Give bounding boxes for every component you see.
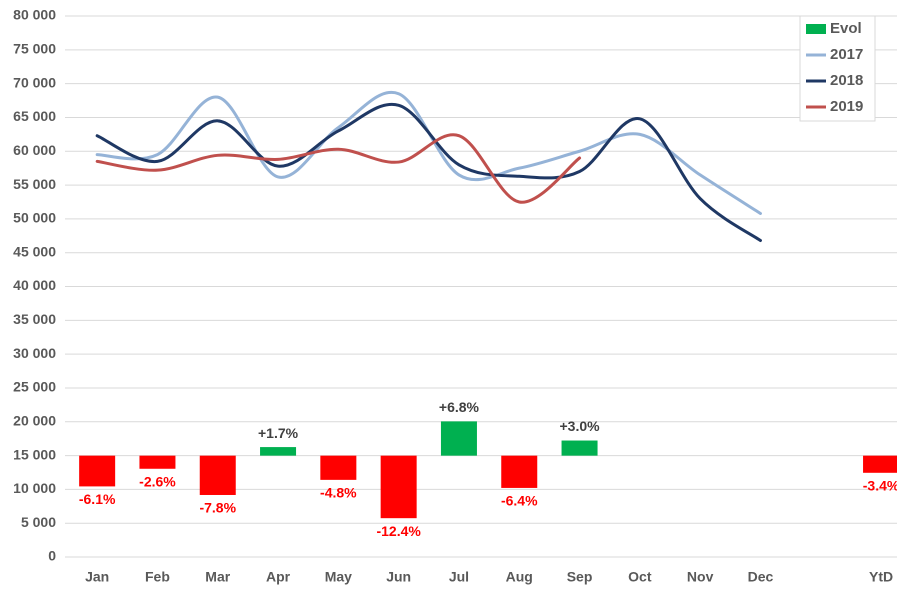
bar — [561, 440, 598, 456]
y-tick-label: 55 000 — [13, 176, 56, 192]
legend-label: Evol — [830, 20, 862, 37]
bar — [501, 455, 538, 488]
data-label: +6.8% — [439, 399, 480, 415]
data-label: -12.4% — [376, 523, 421, 539]
bar — [440, 421, 477, 456]
y-tick-label: 70 000 — [13, 74, 56, 90]
y-tick-label: 30 000 — [13, 345, 56, 361]
x-tick-label: Apr — [266, 569, 291, 585]
x-tick-label: Feb — [145, 569, 170, 585]
x-tick-label: Oct — [628, 569, 652, 585]
x-tick-label: Sep — [567, 569, 593, 585]
line — [95, 90, 762, 215]
data-label: -7.8% — [199, 500, 236, 516]
data-label: -3.4% — [863, 478, 897, 494]
y-tick-label: 45 000 — [13, 243, 56, 259]
data-label: -4.8% — [320, 485, 357, 501]
legend-swatch — [806, 24, 826, 34]
y-tick-label: 50 000 — [13, 210, 56, 226]
y-tick-label: 25 000 — [13, 379, 56, 395]
line — [95, 133, 582, 204]
y-tick-label: 0 — [48, 548, 56, 564]
data-label: -6.4% — [501, 493, 538, 509]
x-tick-label: Dec — [748, 569, 774, 585]
y-tick-label: 65 000 — [13, 108, 56, 124]
y-tick-label: 60 000 — [13, 142, 56, 158]
bar — [199, 455, 236, 495]
x-tick-label: Jun — [386, 569, 411, 585]
x-tick-label: Nov — [687, 569, 714, 585]
y-tick-label: 75 000 — [13, 41, 56, 57]
y-tick-label: 35 000 — [13, 311, 56, 327]
data-label: +3.0% — [560, 418, 601, 434]
bar — [380, 455, 417, 519]
legend-label: 2017 — [830, 46, 863, 63]
x-tick-label: Aug — [506, 569, 533, 585]
bar — [139, 455, 176, 469]
bar — [260, 447, 297, 456]
y-tick-label: 15 000 — [13, 446, 56, 462]
legend-label: 2019 — [830, 98, 863, 115]
y-tick-label: 20 000 — [13, 412, 56, 428]
line — [95, 102, 762, 243]
y-tick-label: 80 000 — [13, 7, 56, 23]
x-tick-label: May — [325, 569, 352, 585]
y-tick-label: 5 000 — [21, 514, 56, 530]
bar — [863, 455, 897, 473]
x-tick-label: Mar — [205, 569, 230, 585]
x-tick-label: Jul — [449, 569, 469, 585]
data-label: -6.1% — [79, 491, 116, 507]
y-tick-label: 10 000 — [13, 480, 56, 496]
legend-label: 2018 — [830, 72, 863, 89]
bar — [79, 455, 116, 487]
bar — [320, 455, 357, 480]
x-tick-label: YtD — [869, 569, 893, 585]
data-label: -2.6% — [139, 473, 176, 489]
y-tick-label: 40 000 — [13, 277, 56, 293]
x-tick-label: Jan — [85, 569, 109, 585]
data-label: +1.7% — [258, 425, 299, 441]
